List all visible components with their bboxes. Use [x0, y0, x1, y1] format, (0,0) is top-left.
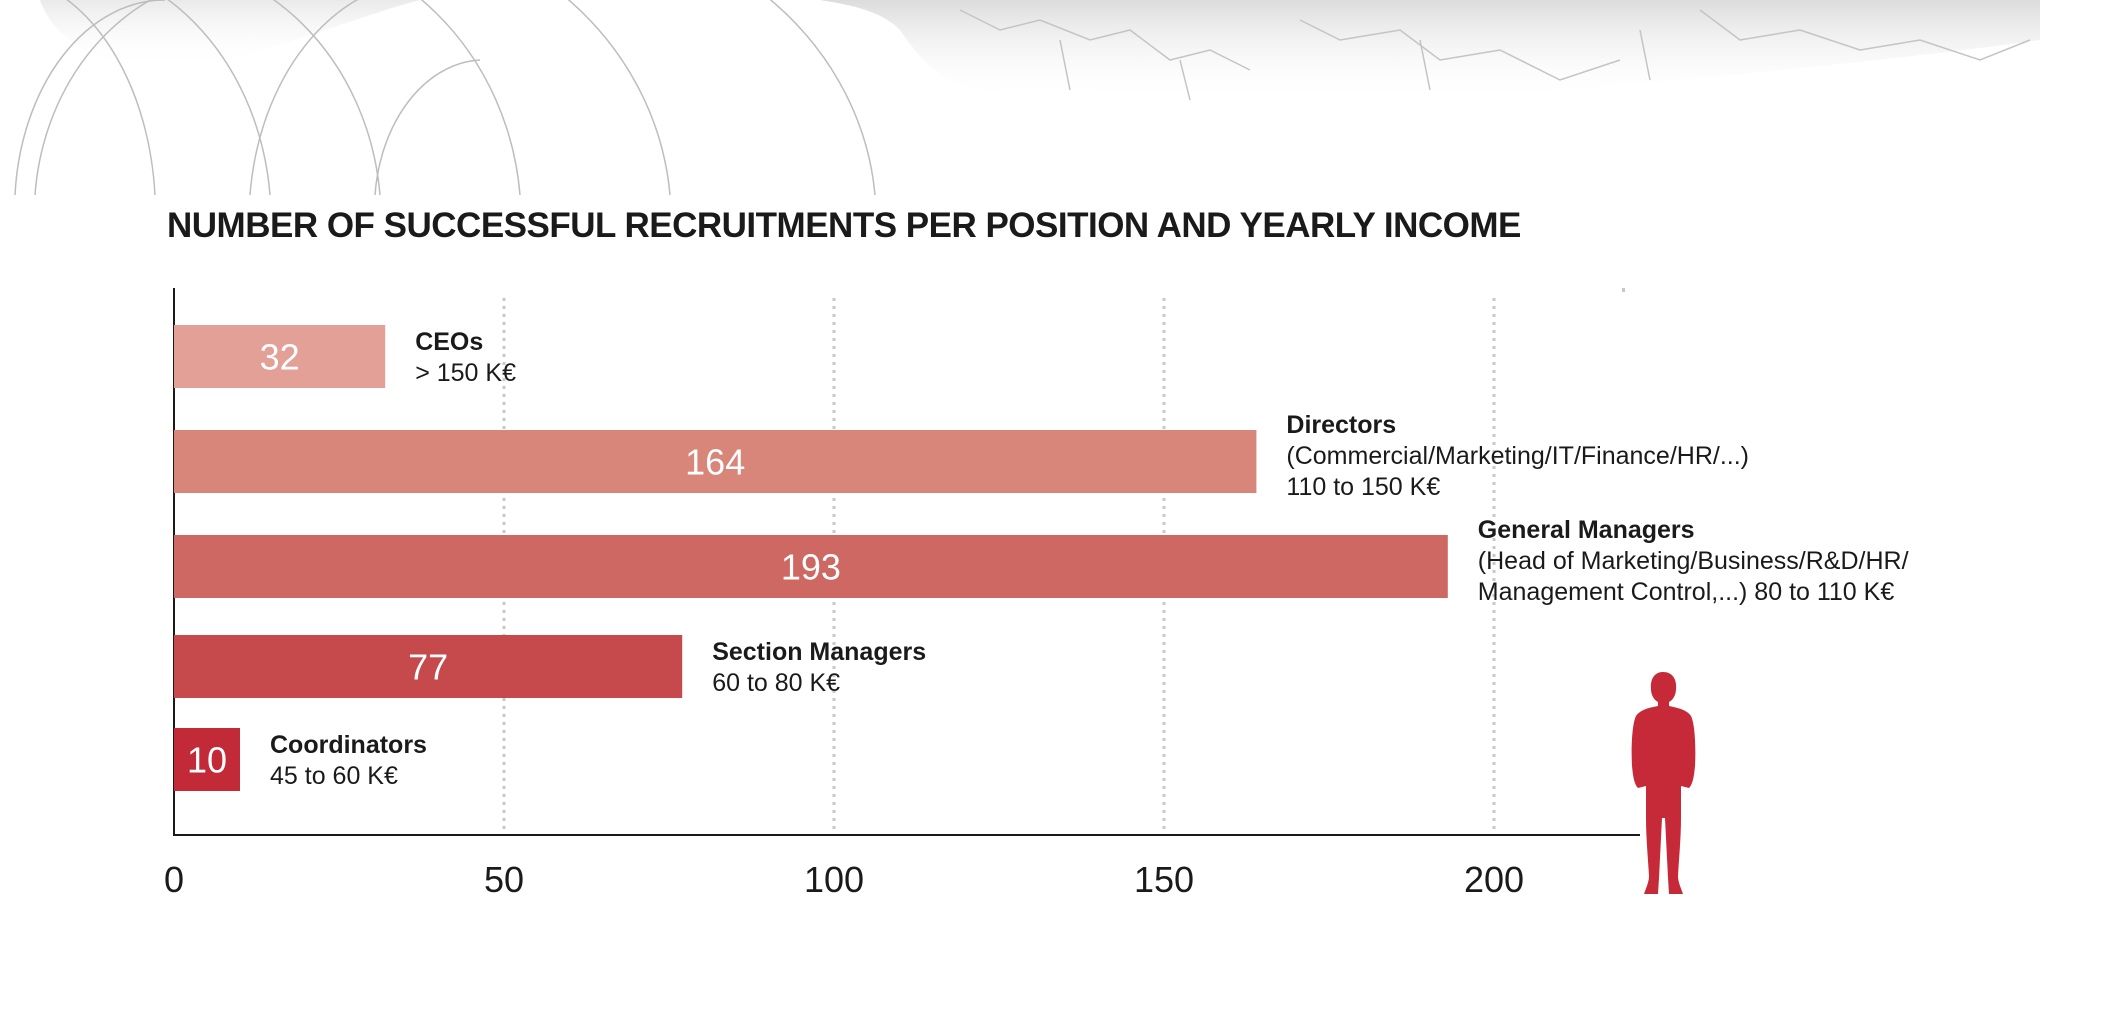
bar-value-label: 193 — [781, 547, 841, 588]
category-income-detail: 60 to 80 K€ — [712, 669, 841, 697]
category-name: General Managers — [1477, 516, 1695, 544]
category-income-detail: 45 to 60 K€ — [270, 762, 398, 790]
bar-value-label: 32 — [260, 337, 300, 378]
category-name: Directors — [1286, 411, 1397, 439]
x-tick-label: 150 — [1134, 859, 1194, 900]
bar — [174, 728, 240, 791]
world-map-background — [0, 0, 2040, 196]
category-income-detail: (Commercial/Marketing/IT/Finance/HR/...) — [1286, 442, 1749, 470]
bar — [174, 635, 683, 698]
category-income-detail: 110 to 150 K€ — [1286, 473, 1441, 501]
bar — [174, 325, 386, 388]
bar — [174, 535, 1448, 598]
category-income-detail: (Head of Marketing/Business/R&D/HR/ — [1477, 547, 1909, 575]
category-label: Coordinators 45 to 60 K€ — [270, 730, 427, 792]
category-name: Section Managers — [712, 638, 927, 666]
businessman-silhouette-icon — [1631, 672, 1696, 894]
category-label: CEOs > 150 K€ — [415, 327, 516, 389]
category-name: CEOs — [415, 328, 484, 356]
chart-title: NUMBER OF SUCCESSFUL RECRUITMENTS PER PO… — [167, 206, 1521, 245]
bar-value-label: 164 — [685, 442, 745, 483]
bar-value-label: 10 — [187, 740, 227, 781]
x-tick-label: 200 — [1464, 859, 1524, 900]
x-tick-label: 0 — [164, 859, 184, 900]
bar — [174, 430, 1257, 493]
world-map-icon — [0, 0, 2040, 103]
x-tick-label: 100 — [804, 859, 864, 900]
gridline-marker — [1622, 288, 1625, 292]
x-tick-label: 50 — [484, 859, 524, 900]
category-label: Directors (Commercial/Marketing/IT/Financ… — [1286, 410, 1749, 503]
category-label: General Managers (Head of Marketing/Busin… — [1478, 515, 1909, 608]
category-income-detail: > 150 K€ — [415, 359, 516, 387]
category-label: Section Managers 60 to 80 K€ — [712, 637, 926, 699]
bar-value-label: 77 — [408, 647, 448, 688]
category-name: Coordinators — [270, 731, 427, 759]
category-income-detail: Management Control,...) 80 to 110 K€ — [1477, 578, 1895, 606]
